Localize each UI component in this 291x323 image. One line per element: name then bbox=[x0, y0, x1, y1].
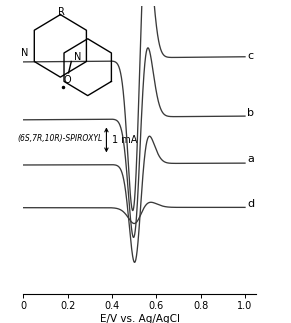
X-axis label: E/V vs. Ag/AgCl: E/V vs. Ag/AgCl bbox=[100, 314, 180, 323]
Text: a: a bbox=[247, 154, 254, 164]
Text: c: c bbox=[247, 51, 253, 61]
Text: (6S,7R,10R)-SPIROXYL: (6S,7R,10R)-SPIROXYL bbox=[18, 133, 103, 142]
Text: 1 mA: 1 mA bbox=[112, 135, 137, 145]
Text: R: R bbox=[58, 7, 65, 17]
Text: b: b bbox=[247, 108, 254, 118]
Text: O: O bbox=[63, 75, 71, 85]
Text: d: d bbox=[247, 199, 254, 209]
Text: N: N bbox=[74, 52, 82, 62]
Text: N: N bbox=[21, 48, 29, 58]
